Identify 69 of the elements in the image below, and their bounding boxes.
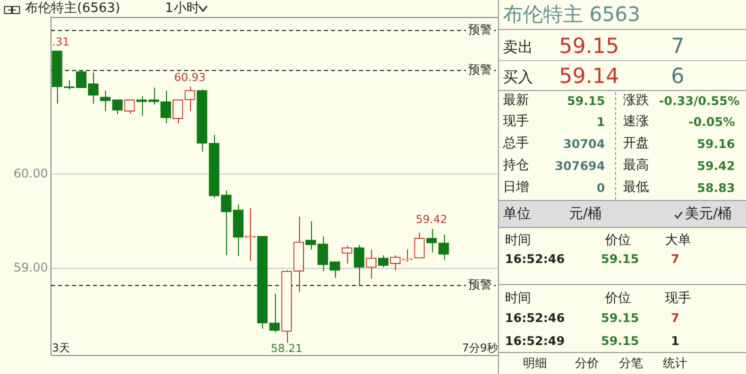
text: 价位 (605, 233, 631, 248)
annotation: .31 (52, 35, 70, 48)
text: 分笔 (619, 356, 643, 370)
text: 时间 (505, 233, 531, 248)
text: 7 (671, 311, 680, 325)
text: 59.15 (566, 94, 605, 108)
text: 6 (671, 64, 684, 88)
text: 最高 (623, 158, 649, 173)
text: 买入 (503, 68, 533, 86)
text: -0.05% (687, 115, 735, 129)
text: 59.16 (696, 137, 735, 151)
text: 16:52:46 (505, 311, 565, 325)
text: 16:52:49 (505, 334, 565, 348)
text: 总手 (503, 136, 529, 151)
text: 明细 (523, 356, 547, 370)
text: 59.15 (601, 334, 639, 348)
text: 分价 (575, 356, 599, 370)
text: 大单 (665, 233, 691, 248)
text: 速涨 (623, 114, 649, 129)
text: 16:52:46 (505, 252, 565, 266)
text: 59.15 (601, 252, 639, 266)
ref-line-label: 预警 (468, 278, 492, 292)
text: 59.42 (696, 159, 735, 173)
y-tick-label: 60.00 (14, 166, 48, 180)
candlestick (342, 245, 352, 264)
text: 7分9秒 (462, 341, 498, 354)
text: 开盘 (623, 136, 649, 151)
candlestick (269, 293, 280, 333)
candlestick (172, 99, 184, 124)
text: -0.33/0.55% (659, 94, 740, 108)
text: 最低 (623, 180, 649, 195)
candlestick (414, 232, 425, 259)
text: 涨跌 (623, 93, 649, 108)
y-tick-label: 59.00 (14, 260, 48, 275)
text: 现手 (665, 291, 691, 306)
text: 布伦特主 6563 (503, 2, 640, 26)
text: 单位 (503, 206, 531, 222)
text: 价位 (605, 291, 631, 306)
text: 持仓 (503, 158, 529, 173)
candlestick (354, 244, 364, 286)
text: 59.14 (559, 64, 620, 88)
text: 58.83 (696, 181, 735, 195)
text: 1 (596, 115, 605, 129)
text: 1 (671, 334, 680, 348)
text: 0 (596, 181, 605, 195)
text: 元/桶 (569, 206, 602, 222)
candlestick (426, 228, 437, 253)
chart-title: 布伦特主(6563) (25, 1, 120, 16)
text: 30704 (562, 137, 605, 151)
annotation: 3天 (52, 341, 70, 354)
text: 307694 (554, 159, 605, 173)
chart-subtitle: 1小时 (165, 1, 200, 16)
text: 7 (671, 34, 684, 58)
text: 日增 (503, 180, 529, 195)
text: 统计 (663, 356, 687, 370)
text: 卖出 (503, 38, 533, 56)
text: 最新 (503, 93, 529, 108)
ref-line-label: 预警 (468, 22, 492, 37)
annotation: 58.21 (270, 342, 302, 356)
text: 59.15 (601, 311, 639, 325)
text: 7 (671, 252, 680, 266)
annotation: 60.93 (174, 71, 206, 84)
text: 时间 (505, 291, 531, 306)
ref-line-label: 预警 (468, 62, 492, 77)
text: 美元/桶 (685, 206, 732, 222)
annotation: 59.42 (416, 213, 448, 226)
text: 59.15 (559, 34, 620, 58)
text: 现手 (503, 114, 529, 129)
candlestick (100, 90, 111, 112)
